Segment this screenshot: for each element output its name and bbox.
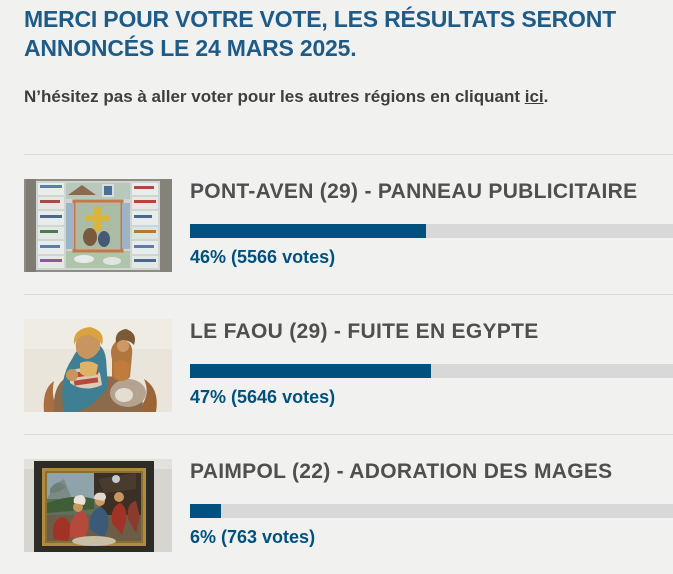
vote-progress-track [190, 504, 673, 518]
result-body: PONT-AVEN (29) - PANNEAU PUBLICITAIRE 46… [190, 179, 673, 272]
sculpture-illustration [24, 319, 172, 412]
painting-thumbnail-image [24, 459, 172, 552]
page-title: MERCI POUR VOTRE VOTE, LES RÉSULTATS SER… [24, 6, 616, 61]
result-body: PAIMPOL (22) - ADORATION DES MAGES 6% (7… [190, 459, 673, 552]
sculpture-thumbnail-image [24, 319, 172, 412]
result-body: LE FAOU (29) - FUITE EN EGYPTE 47% (5646… [190, 319, 673, 412]
ceramic-panel-illustration [24, 179, 172, 272]
subtitle: N’hésitez pas à aller voter pour les aut… [24, 87, 654, 107]
vote-progress-fill [190, 224, 426, 238]
result-title: PAIMPOL (22) - ADORATION DES MAGES [190, 460, 613, 483]
result-row-pont-aven: PONT-AVEN (29) - PANNEAU PUBLICITAIRE 46… [24, 154, 673, 294]
vote-count-label: 47% (5646 votes) [190, 387, 336, 407]
vote-progress-track [190, 364, 673, 378]
subtitle-period: . [543, 87, 549, 106]
result-title: LE FAOU (29) - FUITE EN EGYPTE [190, 320, 539, 343]
vote-progress-track [190, 224, 673, 238]
vote-progress-fill [190, 504, 221, 518]
result-title: PONT-AVEN (29) - PANNEAU PUBLICITAIRE [190, 180, 638, 203]
subtitle-text: N’hésitez pas à aller voter pour les aut… [24, 87, 525, 106]
vote-count-label: 6% (763 votes) [190, 527, 316, 547]
other-regions-link[interactable]: ici [524, 87, 544, 106]
ceramic-panel-thumbnail-image [24, 179, 172, 272]
vote-count-label: 46% (5566 votes) [190, 247, 336, 267]
painting-illustration [24, 459, 172, 552]
results-list: PONT-AVEN (29) - PANNEAU PUBLICITAIRE 46… [24, 154, 673, 574]
result-row-le-faou: LE FAOU (29) - FUITE EN EGYPTE 47% (5646… [24, 294, 673, 434]
result-row-paimpol: PAIMPOL (22) - ADORATION DES MAGES 6% (7… [24, 434, 673, 574]
vote-progress-fill [190, 364, 432, 378]
